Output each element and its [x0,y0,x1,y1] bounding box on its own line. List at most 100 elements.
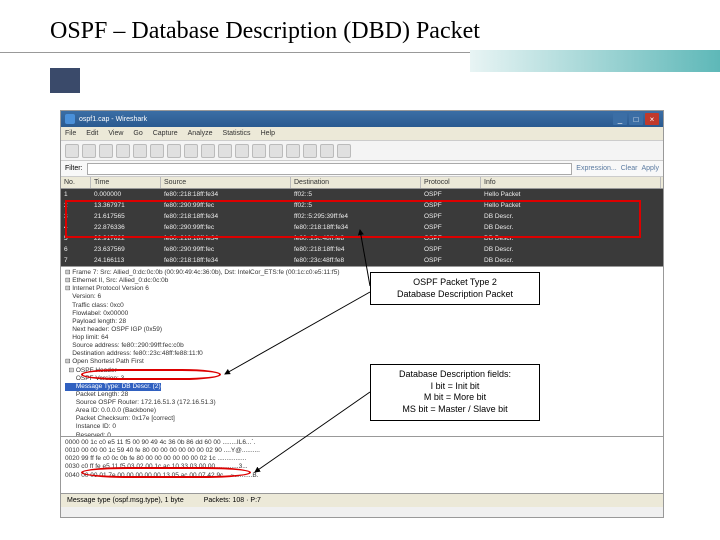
maximize-button[interactable]: □ [629,113,643,125]
col-no[interactable]: No. [61,177,91,188]
detail-line[interactable]: Area ID: 0.0.0.0 (Backbone) [65,407,659,415]
tool-icon[interactable] [184,144,198,158]
menu-edit[interactable]: Edit [86,130,98,137]
packet-row[interactable]: 321.617565fe80::218:18ff:fe34ff02::5:295… [61,211,663,222]
hex-line[interactable]: 0030 c0 ff fe e5 11 f5 03 02 00 1c ac 10… [65,463,659,471]
detail-line[interactable]: ⊟ Frame 7: Src: Allied_0:dc:0c:0b (00:90… [65,269,659,277]
detail-line[interactable]: Next header: OSPF IGP (0x59) [65,326,659,334]
tool-icon[interactable] [150,144,164,158]
clear-link[interactable]: Clear [621,165,638,172]
detail-line[interactable]: ⊟ Ethernet II, Src: Allied_0:dc:0c:0b [65,277,659,285]
hex-line[interactable]: 0010 00 00 00 1c 59 40 fe 80 00 00 00 00… [65,447,659,455]
menu-analyze[interactable]: Analyze [188,130,213,137]
tool-icon[interactable] [201,144,215,158]
tool-icon[interactable] [320,144,334,158]
detail-line[interactable]: ⊟ OSPF Header [65,367,659,375]
tool-icon[interactable] [235,144,249,158]
cell: 7 [61,256,91,265]
callout-packet-type: OSPF Packet Type 2 Database Description … [370,272,540,305]
tool-icon[interactable] [167,144,181,158]
tool-icon[interactable] [133,144,147,158]
hex-line[interactable]: 0040 00 00 01 7e 00 00 00 00 00 13 05 ac… [65,472,659,480]
cell: fe80::218:18ff:fe4 [291,245,421,254]
detail-line[interactable]: Packet Length: 28 [65,391,659,399]
packet-row[interactable]: 213.367971fe80::290:99ff:fecff02::5OSPFH… [61,200,663,211]
cell: ff02::5:295:39ff:fe4 [291,212,421,221]
col-dest[interactable]: Destination [291,177,421,188]
detail-line[interactable]: Flowlabel: 0x00000 [65,310,659,318]
cell: 2 [61,201,91,210]
tool-icon[interactable] [116,144,130,158]
detail-line[interactable]: Hop limit: 64 [65,334,659,342]
tool-icon[interactable] [286,144,300,158]
cell: ff02::5 [291,190,421,199]
cell: 24.166113 [91,256,161,265]
packet-row[interactable]: 724.166113fe80::218:18ff:fe34fe80::23c:4… [61,255,663,266]
tool-icon[interactable] [65,144,79,158]
cell: DB Descr. [481,245,661,254]
detail-line[interactable]: Source OSPF Router: 172.16.51.3 (172.16.… [65,399,659,407]
tool-icon[interactable] [82,144,96,158]
menu-view[interactable]: View [108,130,123,137]
cell: fe80::218:18ff:fe34 [161,256,291,265]
filter-input[interactable] [87,163,573,175]
menu-help[interactable]: Help [261,130,275,137]
cell: fe80::218:18ff:fe34 [161,212,291,221]
cell: Hello Packet [481,201,661,210]
cell: OSPF [421,223,481,232]
apply-link[interactable]: Apply [641,165,659,172]
tool-icon[interactable] [99,144,113,158]
tool-icon[interactable] [337,144,351,158]
tool-icon[interactable] [218,144,232,158]
callout-line: Database Description Packet [379,289,531,301]
detail-line[interactable]: Version: 6 [65,293,659,301]
hex-line[interactable]: 0000 00 1c c0 e5 11 f5 00 90 49 4c 36 0b… [65,439,659,447]
close-button[interactable]: × [645,113,659,125]
menu-file[interactable]: File [65,130,76,137]
cell: DB Descr. [481,256,661,265]
cell: 22.917822 [91,234,161,243]
packet-row[interactable]: 10.000000fe80::218:18ff:fe34ff02::5OSPFH… [61,189,663,200]
col-info[interactable]: Info [481,177,661,188]
expression-link[interactable]: Expression... [576,165,616,172]
detail-line[interactable]: Source address: fe80::290:99ff:fec:c0b [65,342,659,350]
detail-line[interactable]: OSPF Version: 3 [65,375,659,383]
cell: 3 [61,212,91,221]
menu-go[interactable]: Go [133,130,142,137]
tool-icon[interactable] [252,144,266,158]
cell: OSPF [421,212,481,221]
detail-line[interactable]: ⊟ Open Shortest Path First [65,358,659,366]
packet-rows: 10.000000fe80::218:18ff:fe34ff02::5OSPFH… [61,189,663,266]
menu-capture[interactable]: Capture [153,130,178,137]
packet-list: No. Time Source Destination Protocol Inf… [61,177,663,267]
packet-row[interactable]: 422.876336fe80::290:99ff:fecfe80::218:18… [61,222,663,233]
detail-line[interactable]: Payload length: 28 [65,318,659,326]
menu-statistics[interactable]: Statistics [223,130,251,137]
packet-details[interactable]: ⊟ Frame 7: Src: Allied_0:dc:0c:0b (00:90… [61,267,663,437]
detail-line[interactable]: Destination address: fe80::23c:48ff:fe88… [65,350,659,358]
detail-line[interactable]: Instance ID: 0 [65,423,659,431]
packet-row[interactable]: 623.637569fe80::290:99ff:fecfe80::218:18… [61,244,663,255]
detail-line[interactable]: Packet Checksum: 0x17e [correct] [65,415,659,423]
callout-db-fields: Database Description fields: I bit = Ini… [370,364,540,421]
window-titlebar[interactable]: ospf1.cap - Wireshark _ □ × [61,111,663,127]
packet-row[interactable]: 522.917822fe80::218:18ff:fe34fe80::23c:4… [61,233,663,244]
window-controls: _ □ × [613,113,659,125]
tool-icon[interactable] [303,144,317,158]
callout-line: OSPF Packet Type 2 [379,277,531,289]
detail-line[interactable]: Traffic class: 0xc0 [65,302,659,310]
col-proto[interactable]: Protocol [421,177,481,188]
hex-line[interactable]: 0020 99 ff fe c0 0c 0b fe 80 00 00 00 00… [65,455,659,463]
cell: OSPF [421,256,481,265]
col-time[interactable]: Time [91,177,161,188]
tool-icon[interactable] [269,144,283,158]
packet-list-header: No. Time Source Destination Protocol Inf… [61,177,663,189]
minimize-button[interactable]: _ [613,113,627,125]
detail-line[interactable]: ⊟ Internet Protocol Version 6 [65,285,659,293]
cell: fe80::290:99ff:fec [161,223,291,232]
col-source[interactable]: Source [161,177,291,188]
detail-line[interactable]: Message Type: DB Descr. (2) [65,383,659,391]
cell: 21.617565 [91,212,161,221]
cell: OSPF [421,245,481,254]
hex-dump[interactable]: 0000 00 1c c0 e5 11 f5 00 90 49 4c 36 0b… [61,437,663,493]
